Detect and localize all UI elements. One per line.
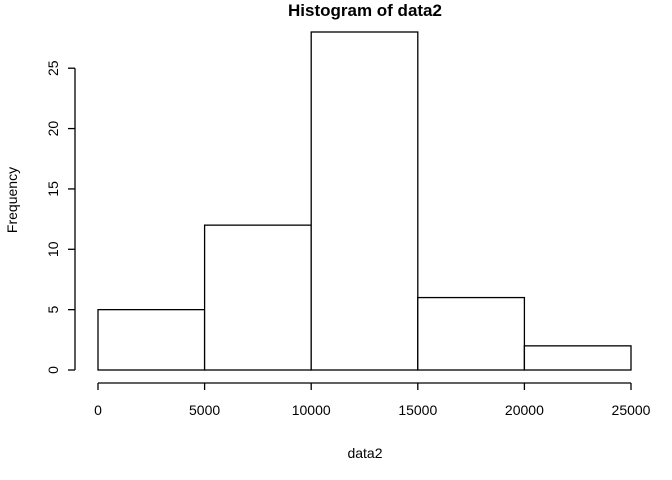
y-tick-label-1: 5 xyxy=(45,306,61,314)
y-tick-label-4: 20 xyxy=(45,121,61,137)
y-tick-label-2: 10 xyxy=(45,241,61,257)
x-tick-label-0: 0 xyxy=(94,402,102,418)
x-axis-label: data2 xyxy=(347,445,382,461)
histogram-bar-2 xyxy=(310,31,419,371)
x-tick-label-5: 25000 xyxy=(612,402,651,418)
y-axis-label: Frequency xyxy=(4,167,20,233)
histogram-bar-0 xyxy=(97,308,206,371)
x-tick-label-4: 20000 xyxy=(505,402,544,418)
y-tick-label-0: 0 xyxy=(45,366,61,374)
histogram-bar-1 xyxy=(203,224,312,371)
bars-group xyxy=(97,31,632,371)
x-axis: 0 5000 10000 15000 20000 25000 xyxy=(94,382,651,418)
histogram-bar-4 xyxy=(523,345,632,371)
y-axis: 0 5 10 15 20 25 xyxy=(45,60,76,374)
x-tick-label-2: 10000 xyxy=(292,402,331,418)
y-tick-label-3: 15 xyxy=(45,181,61,197)
chart-title: Histogram of data2 xyxy=(288,1,442,20)
x-tick-label-1: 5000 xyxy=(189,402,220,418)
histogram-bar-3 xyxy=(417,296,526,371)
x-tick-label-3: 15000 xyxy=(398,402,437,418)
y-tick-label-5: 25 xyxy=(45,60,61,76)
